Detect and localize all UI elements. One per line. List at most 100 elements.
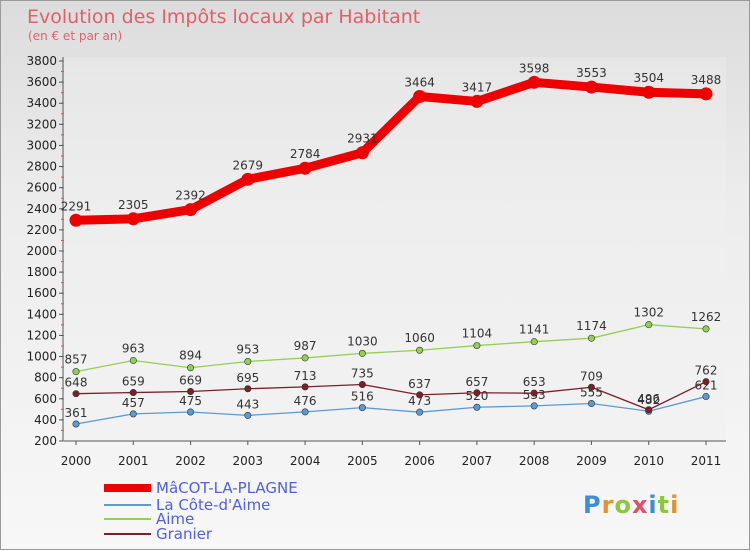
data-point: [244, 385, 252, 393]
data-point: [72, 390, 80, 398]
data-label: 1262: [691, 310, 722, 324]
data-point: [187, 387, 195, 395]
data-label: 3553: [576, 66, 607, 80]
y-tick-label: 1200: [26, 328, 57, 342]
data-point: [298, 161, 312, 175]
x-tick-label: 2000: [61, 454, 92, 468]
data-point: [358, 381, 366, 389]
legend-label: Granier: [156, 525, 213, 543]
series-line-2: [75, 324, 707, 373]
data-point: [473, 342, 481, 350]
data-point: [244, 411, 252, 419]
plot-area: [63, 57, 726, 441]
data-label: 669: [179, 373, 202, 387]
data-label: 762: [695, 364, 718, 378]
data-point: [241, 172, 255, 186]
data-label: 3417: [462, 80, 493, 94]
y-tick-label: 3800: [26, 54, 57, 68]
data-label: 894: [179, 349, 202, 363]
logo-letter: x: [631, 491, 649, 519]
data-label: 2291: [61, 199, 92, 213]
series-line-1: [75, 395, 707, 425]
data-point: [473, 389, 481, 397]
legend-label: La Côte-d'Aime: [156, 496, 270, 514]
data-point: [184, 203, 198, 217]
data-point: [642, 85, 656, 99]
data-label: 709: [580, 369, 603, 383]
data-label: 3598: [519, 61, 550, 75]
data-point: [301, 354, 309, 362]
x-tick-label: 2003: [233, 454, 264, 468]
logo-letter: P: [583, 491, 602, 519]
data-point: [473, 403, 481, 411]
logo-letter: i: [648, 491, 658, 519]
x-tick-label: 2007: [462, 454, 493, 468]
y-tick-label: 400: [34, 413, 57, 427]
chart-subtitle: (en € et par an): [28, 29, 123, 43]
x-tick-label: 2008: [519, 454, 550, 468]
y-tick-label: 1000: [26, 350, 57, 364]
data-point: [129, 410, 137, 418]
data-label: 475: [179, 394, 202, 408]
y-tick-label: 1400: [26, 307, 57, 321]
y-tick-label: 2200: [26, 223, 57, 237]
legend-label: Aime: [156, 510, 194, 528]
data-label: 653: [523, 375, 546, 389]
x-tick-label: 2010: [633, 454, 664, 468]
series-line-3: [75, 381, 707, 411]
data-label: 1030: [347, 334, 378, 348]
data-label: 1302: [633, 306, 664, 320]
data-point: [416, 391, 424, 399]
data-point: [301, 383, 309, 391]
data-point: [355, 146, 369, 160]
data-label: 496: [637, 392, 660, 406]
y-tick-label: 3600: [26, 75, 57, 89]
data-label: 1174: [576, 319, 607, 333]
data-point: [416, 408, 424, 416]
data-label: 657: [465, 375, 488, 389]
data-label: 695: [236, 371, 259, 385]
x-tick-label: 2005: [347, 454, 378, 468]
data-label: 3488: [691, 73, 722, 87]
y-tick-label: 3400: [26, 96, 57, 110]
data-point: [358, 404, 366, 412]
data-point: [587, 334, 595, 342]
data-label: 482: [637, 393, 660, 407]
y-tick-label: 200: [34, 434, 57, 448]
y-tick-label: 1800: [26, 265, 57, 279]
y-tick-label: 2600: [26, 181, 57, 195]
y-tick-label: 2000: [26, 244, 57, 258]
data-point: [699, 87, 713, 101]
x-tick-label: 2009: [576, 454, 607, 468]
data-point: [587, 383, 595, 391]
logo-letter: i: [670, 491, 680, 519]
data-point: [187, 408, 195, 416]
data-point: [69, 213, 83, 227]
logo-letter: t: [657, 491, 671, 519]
legend-label: MâCOT-LA-PLAGNE: [156, 479, 298, 497]
data-label: 3464: [404, 75, 435, 89]
x-tick-label: 2006: [404, 454, 435, 468]
y-tick-label: 2400: [26, 202, 57, 216]
y-tick-label: 800: [34, 371, 57, 385]
data-label: 735: [351, 367, 374, 381]
data-label: 713: [294, 369, 317, 383]
data-point: [527, 75, 541, 89]
y-tick-label: 3000: [26, 138, 57, 152]
logo-letter: o: [614, 491, 632, 519]
y-tick-label: 1600: [26, 286, 57, 300]
data-point: [301, 408, 309, 416]
data-point: [645, 406, 653, 414]
proxiti-logo: Proxiti: [583, 491, 679, 519]
y-tick-label: 3200: [26, 117, 57, 131]
data-label: 637: [408, 377, 431, 391]
data-point: [358, 349, 366, 357]
data-point: [530, 389, 538, 397]
data-point: [126, 212, 140, 226]
data-label: 648: [65, 376, 88, 390]
data-label: 516: [351, 390, 374, 404]
data-label: 857: [65, 353, 88, 367]
series-line-0: [71, 77, 711, 225]
data-label: 457: [122, 396, 145, 410]
data-label: 2305: [118, 198, 149, 212]
